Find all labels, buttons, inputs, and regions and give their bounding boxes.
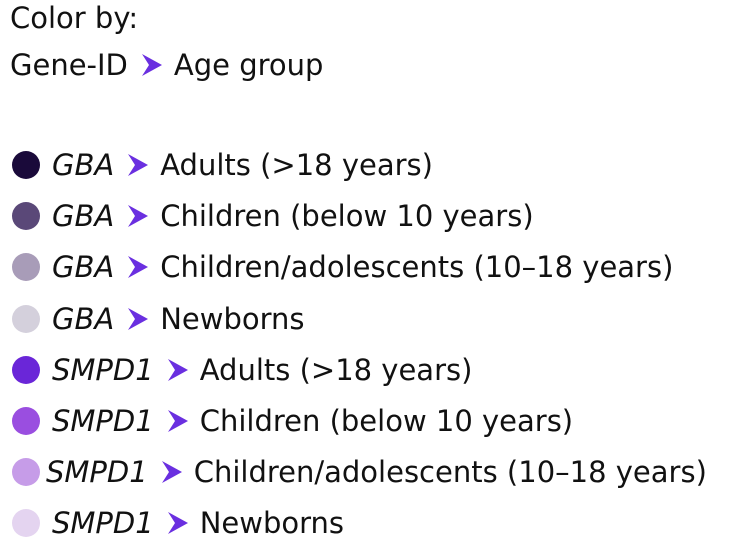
legend-item: SMPD1 Children/adolescents (10–18 years)	[12, 450, 707, 494]
legend-item: SMPD1 Adults (>18 years)	[12, 348, 472, 392]
legend-swatch	[12, 509, 40, 537]
legend-swatch	[12, 458, 40, 486]
legend-swatch	[12, 202, 40, 230]
chevron-right-icon	[126, 253, 150, 281]
legend-gene-label: GBA	[52, 250, 115, 284]
legend-item: SMPD1 Children (below 10 years)	[12, 399, 573, 443]
color-by-label: Color by:	[10, 1, 139, 35]
chevron-right-icon	[126, 151, 150, 179]
legend-swatch	[12, 305, 40, 333]
chevron-right-icon	[166, 356, 190, 384]
legend-swatch	[12, 356, 40, 384]
gene-id-label: Gene-ID	[10, 48, 128, 82]
legend-age-group-label: Children/adolescents (10–18 years)	[193, 455, 707, 489]
legend-item: SMPD1 Newborns	[12, 501, 344, 545]
legend-item: GBA Children (below 10 years)	[12, 194, 534, 238]
legend-item: GBA Children/adolescents (10–18 years)	[12, 245, 673, 289]
legend-gene-label: SMPD1	[52, 506, 154, 540]
legend-age-group-label: Children (below 10 years)	[160, 199, 534, 233]
chevron-right-icon	[160, 458, 184, 486]
legend-gene-label: SMPD1	[46, 455, 148, 489]
legend-gene-label: SMPD1	[52, 353, 154, 387]
age-group-label: Age group	[173, 48, 324, 82]
chevron-right-icon	[126, 305, 150, 333]
legend-gene-label: GBA	[52, 148, 115, 182]
legend-age-group-label: Newborns	[160, 302, 305, 336]
legend-swatch	[12, 253, 40, 281]
legend-age-group-label: Children/adolescents (10–18 years)	[160, 250, 674, 284]
color-by-title: Color by:	[10, 0, 138, 36]
chevron-right-icon	[126, 202, 150, 230]
legend-gene-label: SMPD1	[52, 404, 154, 438]
legend-item: GBA Newborns	[12, 297, 305, 341]
legend-swatch	[12, 407, 40, 435]
legend-item: GBA Adults (>18 years)	[12, 143, 433, 187]
legend-age-group-label: Newborns	[199, 506, 345, 540]
legend-age-group-label: Children (below 10 years)	[199, 404, 574, 438]
chevron-right-icon	[166, 407, 190, 435]
color-by-path[interactable]: Gene-ID Age group	[10, 47, 323, 83]
legend-age-group-label: Adults (>18 years)	[199, 353, 473, 387]
legend-gene-label: GBA	[52, 302, 115, 336]
legend-swatch	[12, 151, 40, 179]
chevron-right-icon	[140, 51, 164, 79]
legend-age-group-label: Adults (>18 years)	[160, 148, 433, 182]
legend-gene-label: GBA	[52, 199, 115, 233]
chevron-right-icon	[166, 509, 190, 537]
